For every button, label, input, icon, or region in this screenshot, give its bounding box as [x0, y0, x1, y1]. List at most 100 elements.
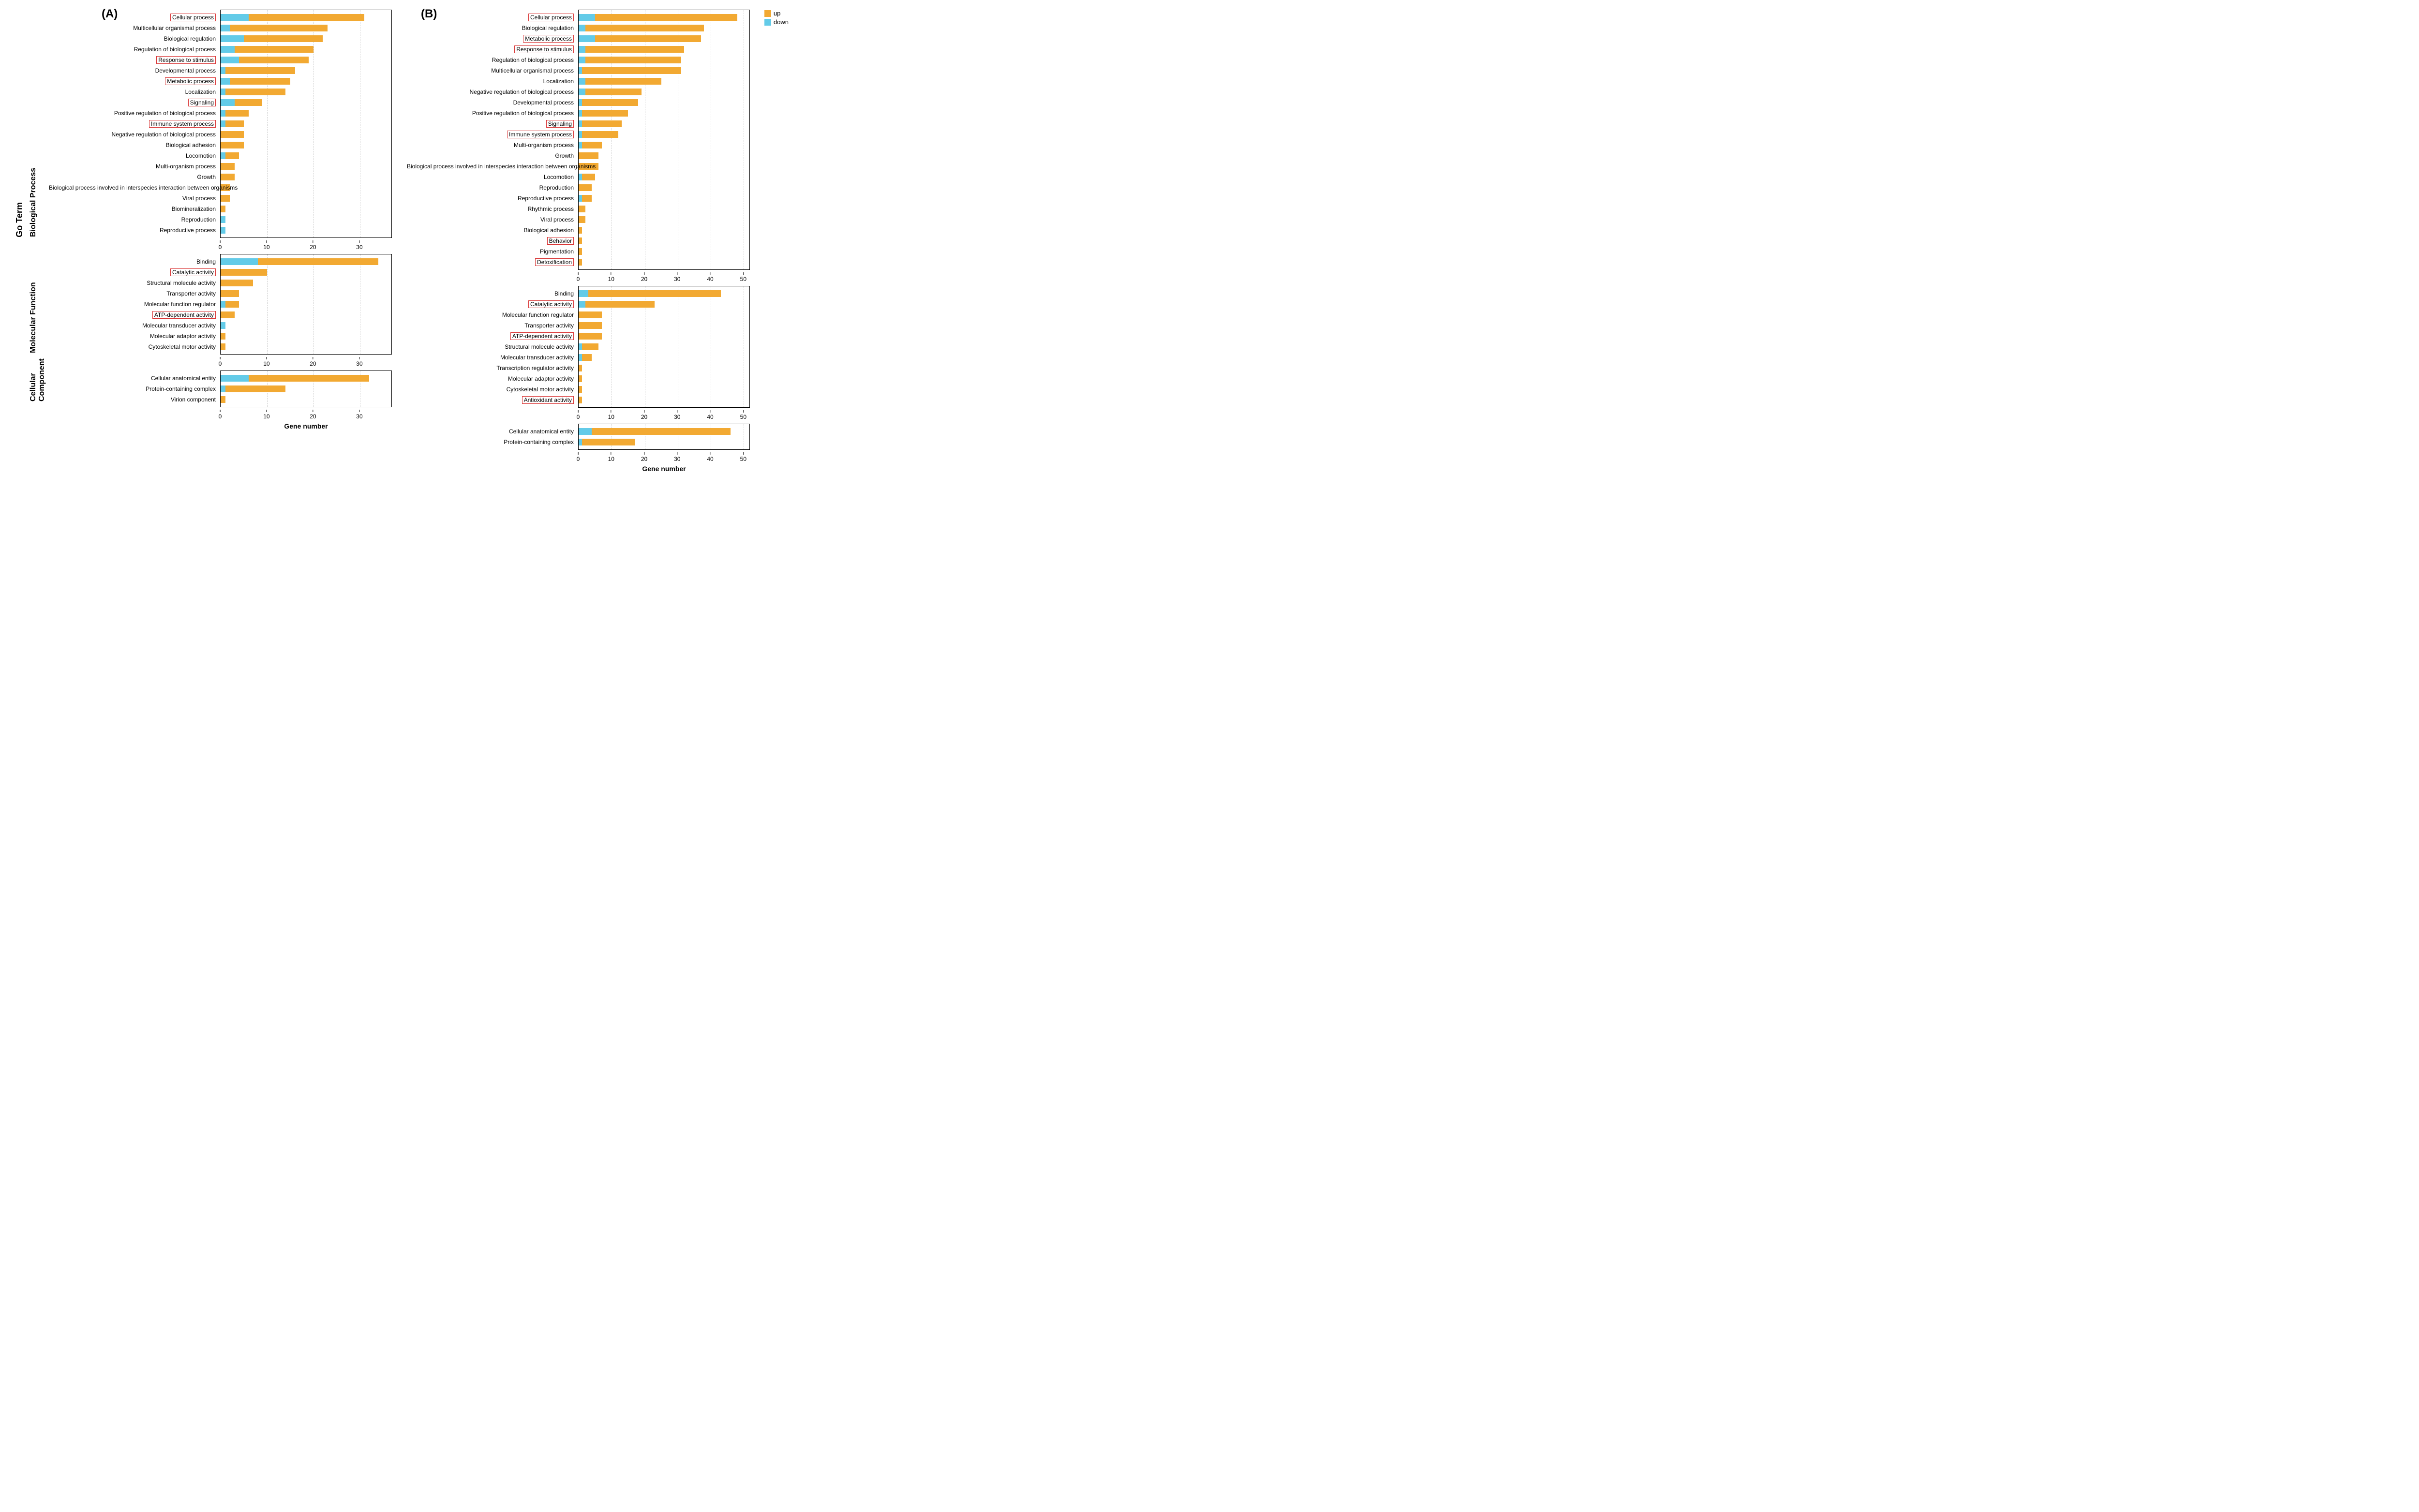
- bar-track: [579, 237, 750, 244]
- bar-row: Response to stimulus: [579, 44, 749, 55]
- bar-row: Cytoskeletal motor activity: [579, 384, 749, 395]
- bar-track: [579, 142, 750, 148]
- bar-row: Transcription regulator activity: [579, 363, 749, 373]
- bar-seg-down: [579, 343, 582, 350]
- bar-track: [221, 35, 392, 42]
- bar-label: Protein-containing complex: [407, 439, 578, 445]
- bar-label: Metabolic process: [407, 35, 578, 43]
- bar-row: Signaling: [221, 97, 391, 108]
- x-tick: 10: [263, 410, 269, 420]
- bar-track: [579, 343, 750, 350]
- bar-track: [579, 195, 750, 202]
- x-tick: 50: [740, 272, 747, 282]
- bar-seg-up: [588, 290, 720, 297]
- x-tick: 30: [674, 272, 680, 282]
- bar-seg-up: [221, 333, 225, 340]
- x-tick: 20: [310, 410, 316, 420]
- bar-label: Biological regulation: [49, 35, 220, 42]
- bar-row: Protein-containing complex: [579, 437, 749, 447]
- bar-seg-up: [579, 365, 582, 371]
- bar-row: Positive regulation of biological proces…: [221, 108, 391, 119]
- bar-track: [579, 227, 750, 234]
- bar-seg-down: [579, 78, 585, 85]
- bar-row: Immune system process: [221, 119, 391, 129]
- bar-seg-up: [585, 25, 704, 31]
- bar-label: Binding: [407, 290, 578, 297]
- bar-label: Transporter activity: [407, 322, 578, 329]
- bar-row: Behavior: [579, 236, 749, 246]
- bar-seg-down: [579, 142, 582, 148]
- bar-label: Immune system process: [407, 131, 578, 138]
- bar-label: Reproductive process: [407, 195, 578, 202]
- bar-seg-up: [579, 227, 582, 234]
- bar-seg-up: [582, 142, 602, 148]
- bar-row: Molecular function regulator: [221, 299, 391, 310]
- panel-a-wrap: Go Term Biological Process Molecular Fun…: [10, 10, 392, 430]
- bar-label: Reproduction: [49, 216, 220, 223]
- bar-seg-down: [221, 322, 225, 329]
- x-tick: 10: [608, 452, 614, 462]
- bar-seg-up: [579, 248, 582, 255]
- bar-track: [221, 67, 392, 74]
- x-tick: 40: [707, 410, 713, 420]
- panel-a: (A) Cellular processMulticellular organi…: [53, 10, 392, 430]
- bar-track: [221, 385, 392, 392]
- x-tick: 20: [641, 272, 647, 282]
- x-tick: 40: [707, 452, 713, 462]
- bar-seg-down: [579, 89, 585, 95]
- bar-seg-up: [225, 385, 286, 392]
- bar-track: [579, 110, 750, 117]
- bar-label: Cellular process: [49, 14, 220, 21]
- bar-seg-down: [221, 25, 230, 31]
- bar-seg-up: [579, 322, 602, 329]
- bar-row: Molecular adaptor activity: [579, 373, 749, 384]
- bar-seg-up: [249, 14, 365, 21]
- bar-seg-up: [579, 152, 598, 159]
- bar-track: [579, 131, 750, 138]
- bar-seg-up: [244, 35, 323, 42]
- bar-row: Rhythmic process: [579, 204, 749, 214]
- bar-label: Negative regulation of biological proces…: [407, 89, 578, 95]
- bar-seg-up: [585, 46, 685, 53]
- bar-label: Cytoskeletal motor activity: [49, 343, 220, 350]
- bar-track: [579, 248, 750, 255]
- bar-label: Virion component: [49, 396, 220, 403]
- bar-row: Locomotion: [579, 172, 749, 182]
- x-axis: 0102030: [220, 357, 392, 371]
- panelA-bp-subplot: Cellular processMulticellular organismal…: [220, 10, 392, 238]
- bar-track: [221, 195, 392, 202]
- x-axis: 01020304050: [578, 410, 750, 424]
- bar-row: Structural molecule activity: [579, 341, 749, 352]
- bar-row: Biological process involved in interspec…: [221, 182, 391, 193]
- x-tick: 0: [219, 410, 222, 420]
- bar-track: [221, 206, 392, 212]
- yaxis-outer-text: Go Term: [15, 202, 25, 237]
- bar-label: Cellular process: [407, 14, 578, 21]
- bar-seg-down: [221, 67, 225, 74]
- bar-seg-down: [221, 385, 225, 392]
- bar-seg-up: [225, 301, 239, 308]
- bar-label: Viral process: [49, 195, 220, 202]
- bar-seg-down: [221, 89, 225, 95]
- yaxis-cc-label: Cellular Component: [29, 372, 46, 401]
- bar-row: Viral process: [579, 214, 749, 225]
- bar-track: [221, 184, 392, 191]
- bar-seg-down: [579, 46, 585, 53]
- bar-seg-up: [579, 237, 582, 244]
- bar-seg-up: [221, 131, 244, 138]
- bar-label: Molecular function regulator: [407, 311, 578, 318]
- bar-label: Localization: [407, 78, 578, 85]
- bar-label: ATP-dependent activity: [49, 311, 220, 319]
- bar-seg-up: [579, 375, 582, 382]
- bar-track: [579, 99, 750, 106]
- yaxis-outer-label: Go Term: [10, 10, 29, 430]
- bar-seg-down: [579, 131, 582, 138]
- legend-up-label: up: [774, 10, 780, 17]
- yaxis-mf-label: Molecular Function: [29, 266, 38, 353]
- bar-seg-up: [579, 206, 585, 212]
- bar-row: Negative regulation of biological proces…: [579, 87, 749, 97]
- bar-row: Signaling: [579, 119, 749, 129]
- bar-label: Response to stimulus: [407, 45, 578, 53]
- x-tick: 30: [356, 240, 362, 251]
- bar-seg-up: [582, 99, 638, 106]
